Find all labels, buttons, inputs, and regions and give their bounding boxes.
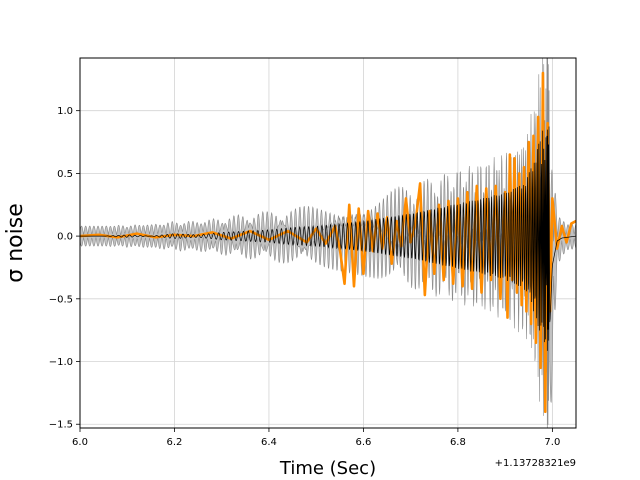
x-axis: 6.0 6.2 6.4 6.6 6.8 7.0 [72, 428, 560, 448]
x-tick-label: 6.2 [167, 437, 183, 448]
plot-area [80, 58, 576, 428]
y-tick-label: 0.0 [57, 232, 73, 243]
y-tick-label: −0.5 [49, 294, 73, 305]
y-axis-label: σ noise [3, 203, 28, 282]
x-tick-label: 6.4 [261, 437, 277, 448]
y-tick-label: −1.0 [49, 357, 73, 368]
y-tick-label: 0.5 [57, 169, 73, 180]
plot-frame [79, 57, 577, 429]
y-axis: −1.5 −1.0 −0.5 0.0 0.5 1.0 [49, 106, 80, 431]
y-tick-label: 1.0 [57, 106, 73, 117]
x-tick-label: 7.0 [544, 437, 560, 448]
x-tick-label: 6.0 [72, 437, 88, 448]
x-offset-label: +1.13728321e9 [495, 458, 576, 469]
x-tick-label: 6.8 [450, 437, 466, 448]
series-reconstruction [80, 126, 576, 351]
x-tick-label: 6.6 [355, 437, 371, 448]
y-tick-label: −1.5 [49, 420, 73, 431]
x-axis-label: Time (Sec) [279, 458, 376, 479]
